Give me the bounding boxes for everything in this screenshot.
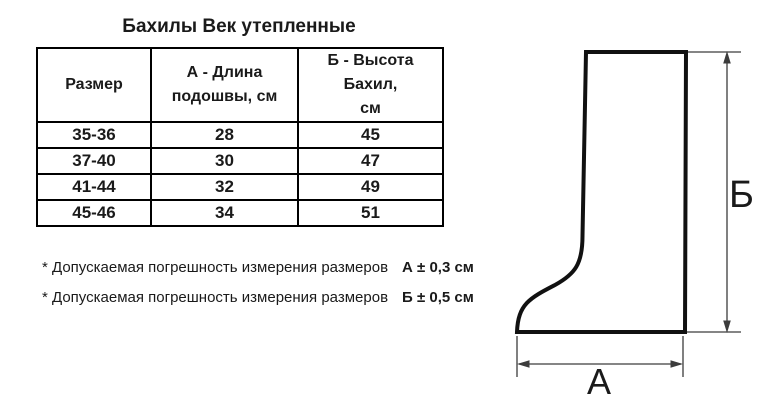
cell-boot-height: 47 <box>297 147 444 175</box>
arrowhead-right <box>670 360 683 368</box>
note-value: А ± 0,3 см <box>402 259 474 276</box>
cell-size: 41-44 <box>36 173 152 201</box>
size-table: Размер А - Длина подошвы, см Б - Высота … <box>36 47 444 227</box>
size-table-header: Размер А - Длина подошвы, см Б - Высота … <box>36 47 444 123</box>
table-row: 37-40 30 47 <box>36 147 444 175</box>
note-value: Б ± 0,5 см <box>402 289 474 306</box>
cell-sole-length: 32 <box>150 173 299 201</box>
table-row: 35-36 28 45 <box>36 121 444 149</box>
header-row: Размер А - Длина подошвы, см Б - Высота … <box>36 47 444 123</box>
header-line: подошвы, см <box>171 88 278 105</box>
header-line: см <box>360 100 381 117</box>
boot-outline <box>514 50 689 334</box>
page-title: Бахилы Век утепленные <box>122 16 356 37</box>
cell-sole-length: 28 <box>150 121 299 149</box>
cell-size: 35-36 <box>36 121 152 149</box>
tolerance-note-b: * Допускаемая погрешность измерения разм… <box>42 289 474 306</box>
col-header-sole-length: А - Длина подошвы, см <box>150 47 299 123</box>
table-row: 41-44 32 49 <box>36 173 444 201</box>
size-table-body: 35-36 28 45 37-40 30 47 41-44 32 49 45-4… <box>36 121 444 227</box>
cell-boot-height: 49 <box>297 173 444 201</box>
width-dimension <box>516 336 684 377</box>
arrowhead-down <box>723 320 731 333</box>
tolerance-note-a: * Допускаемая погрешность измерения разм… <box>42 259 474 276</box>
table-row: 45-46 34 51 <box>36 199 444 227</box>
cell-size: 37-40 <box>36 147 152 175</box>
height-dimension <box>687 51 741 333</box>
height-dimension-label: Б <box>729 174 754 216</box>
col-header-size: Размер <box>36 47 152 123</box>
cell-boot-height: 51 <box>297 199 444 227</box>
cell-sole-length: 34 <box>150 199 299 227</box>
header-line: Б - Высота Бахил, <box>327 52 414 93</box>
note-text: * Допускаемая погрешность измерения разм… <box>42 259 389 276</box>
col-header-boot-height: Б - Высота Бахил, см <box>297 47 444 123</box>
boot-diagram: Б А <box>514 50 754 402</box>
cell-boot-height: 45 <box>297 121 444 149</box>
cell-size: 45-46 <box>36 199 152 227</box>
arrowhead-left <box>517 360 530 368</box>
header-line: Размер <box>65 76 123 93</box>
arrowhead-up <box>723 51 731 64</box>
note-text: * Допускаемая погрешность измерения разм… <box>42 289 389 306</box>
header-line: А - Длина <box>186 64 263 81</box>
cell-sole-length: 30 <box>150 147 299 175</box>
width-dimension-label: А <box>587 361 611 402</box>
